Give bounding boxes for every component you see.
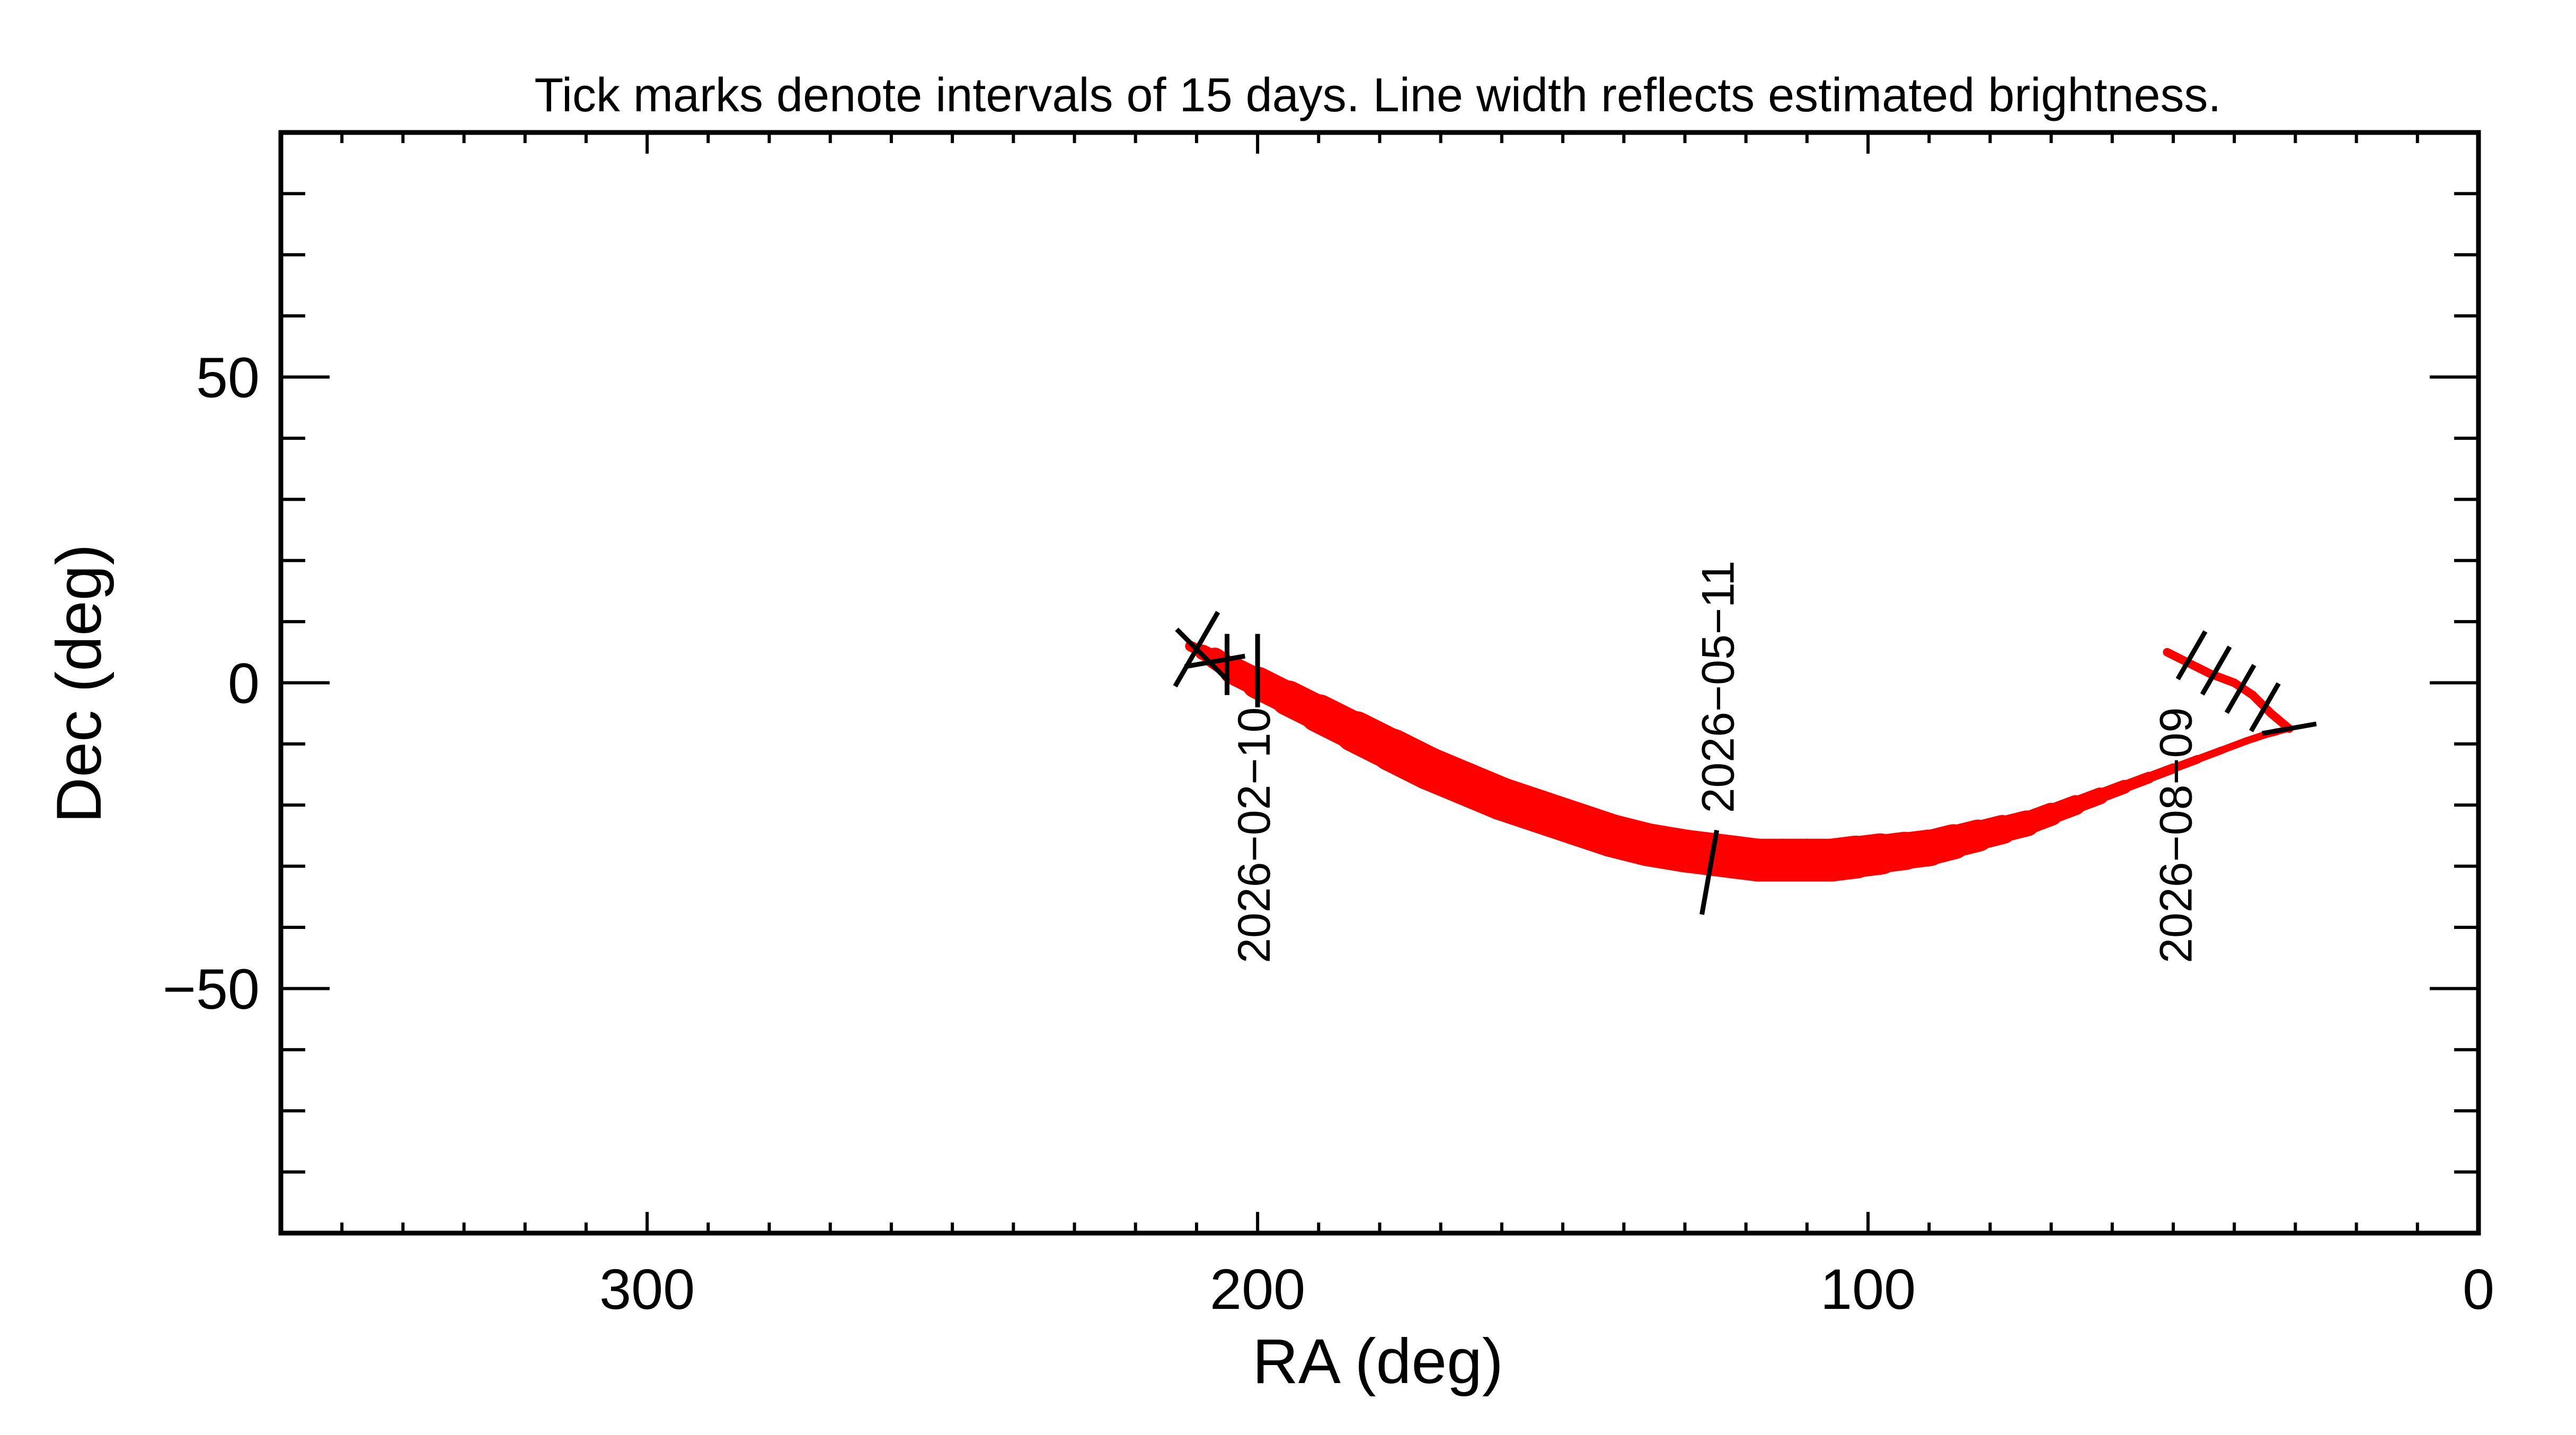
annotation-layer: 2026−02−10 2026−05−11 2026−08−09 (1229, 561, 2202, 963)
track-point (1407, 747, 1450, 790)
track-point (1370, 729, 1413, 772)
date-annotation: 2026−08−09 (2151, 707, 2202, 963)
track-segment (2218, 737, 2251, 754)
y-tick-label: 0 (228, 651, 260, 715)
track-point (2143, 772, 2155, 783)
track-point (2040, 803, 2062, 825)
date-tick (1184, 653, 1246, 669)
x-tick-label: 200 (1210, 1257, 1305, 1321)
date-tick (2175, 630, 2208, 680)
track-point (1553, 802, 1597, 845)
x-tick-labels: 300 200 100 0 (599, 1257, 2494, 1321)
track-point (2168, 764, 2178, 773)
y-tick-label: −50 (163, 956, 260, 1021)
date-annotation: 2026−02−10 (1229, 707, 1280, 963)
chart-title: Tick marks denote intervals of 15 days. … (534, 69, 2221, 122)
minor-tick-layer (279, 131, 2480, 1235)
track-point (1444, 762, 1487, 805)
track-point (1962, 820, 1994, 851)
track-return-segment (2248, 690, 2276, 718)
track-point (2092, 788, 2108, 804)
date-annotation: 2026−05−11 (1693, 561, 1744, 813)
x-tick-label: 0 (2463, 1257, 2494, 1321)
track-point (1590, 814, 1633, 857)
track-point (1517, 790, 1560, 833)
track-point (2066, 795, 2085, 814)
date-tick-layer (1173, 610, 2317, 915)
date-tick (2200, 645, 2232, 696)
x-tick-label: 300 (599, 1257, 695, 1321)
date-tick (1175, 627, 1231, 683)
track-point (1300, 695, 1337, 732)
y-tick-label: 50 (196, 346, 260, 410)
date-tick (2262, 721, 2317, 736)
track-point (1936, 825, 1971, 859)
track-point (2193, 755, 2202, 764)
date-tick (2224, 663, 2256, 714)
track-segment (2193, 746, 2226, 763)
track-point (1335, 712, 1375, 752)
track-point (2243, 737, 2251, 745)
y-tick-labels: 50 0 −50 (163, 346, 260, 1021)
track-point (1271, 681, 1305, 715)
x-axis-label: RA (deg) (1252, 1326, 1503, 1397)
date-tick (1699, 829, 1720, 915)
date-tick (2249, 682, 2281, 732)
track-return-segment (2163, 648, 2190, 666)
x-tick-label: 100 (1820, 1257, 1916, 1321)
track-point (2218, 746, 2226, 754)
y-axis-label: Dec (deg) (43, 544, 114, 823)
plot-frame (278, 130, 2481, 1236)
track-point (1480, 777, 1524, 821)
track-layer (1185, 641, 2294, 882)
track-point (2118, 781, 2131, 793)
track-point (2014, 811, 2039, 836)
track-point (1626, 823, 1670, 866)
track-point (1988, 816, 2016, 844)
